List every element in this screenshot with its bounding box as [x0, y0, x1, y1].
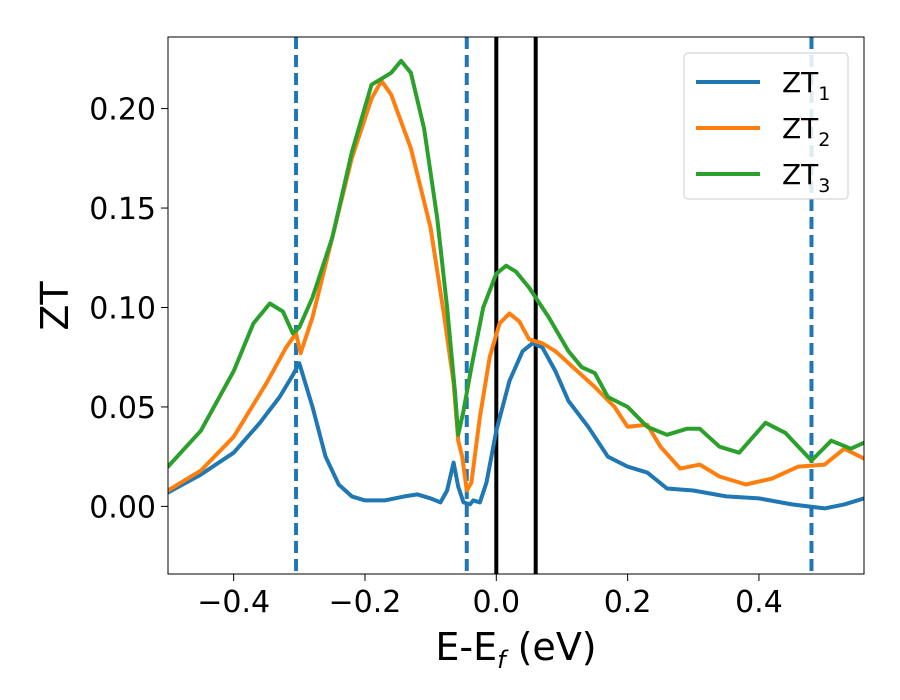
x-axis-label: E-Ef (eV) — [435, 625, 596, 674]
y-axis-ticks: 0.00 0.05 0.10 0.15 0.20 — [89, 93, 168, 525]
y-tick-label: 0.05 — [89, 391, 156, 426]
y-tick-label: 0.10 — [89, 291, 156, 326]
y-tick-label: 0.00 — [89, 490, 156, 525]
series-line-zt1 — [168, 341, 864, 511]
x-tick-label: −0.4 — [197, 585, 270, 620]
y-tick-label: 0.20 — [89, 93, 156, 128]
x-tick-label: 0.2 — [604, 585, 652, 620]
legend-label-zt2: ZT2 — [782, 112, 830, 151]
x-tick-label: −0.2 — [329, 585, 402, 620]
legend-label-zt3: ZT3 — [782, 158, 830, 197]
legend: ZT1 ZT2 ZT3 — [683, 52, 849, 200]
y-tick-label: 0.15 — [89, 192, 156, 227]
y-axis-label: ZT — [33, 281, 77, 331]
x-axis-label-main: E-E — [435, 625, 497, 669]
series-line-zt2 — [168, 78, 864, 493]
x-tick-label: 0.4 — [735, 585, 783, 620]
x-axis-label-suffix: (eV) — [506, 625, 597, 669]
series-lines — [168, 58, 864, 511]
series-line-zt3 — [168, 58, 864, 469]
x-tick-label: 0.0 — [472, 585, 520, 620]
plot-frame — [167, 36, 865, 575]
x-axis-ticks: −0.4 −0.2 0.0 0.2 0.4 — [197, 574, 783, 620]
legend-label-zt1: ZT1 — [782, 66, 830, 105]
vertical-reference-lines — [294, 37, 814, 574]
legend-box — [683, 52, 849, 200]
